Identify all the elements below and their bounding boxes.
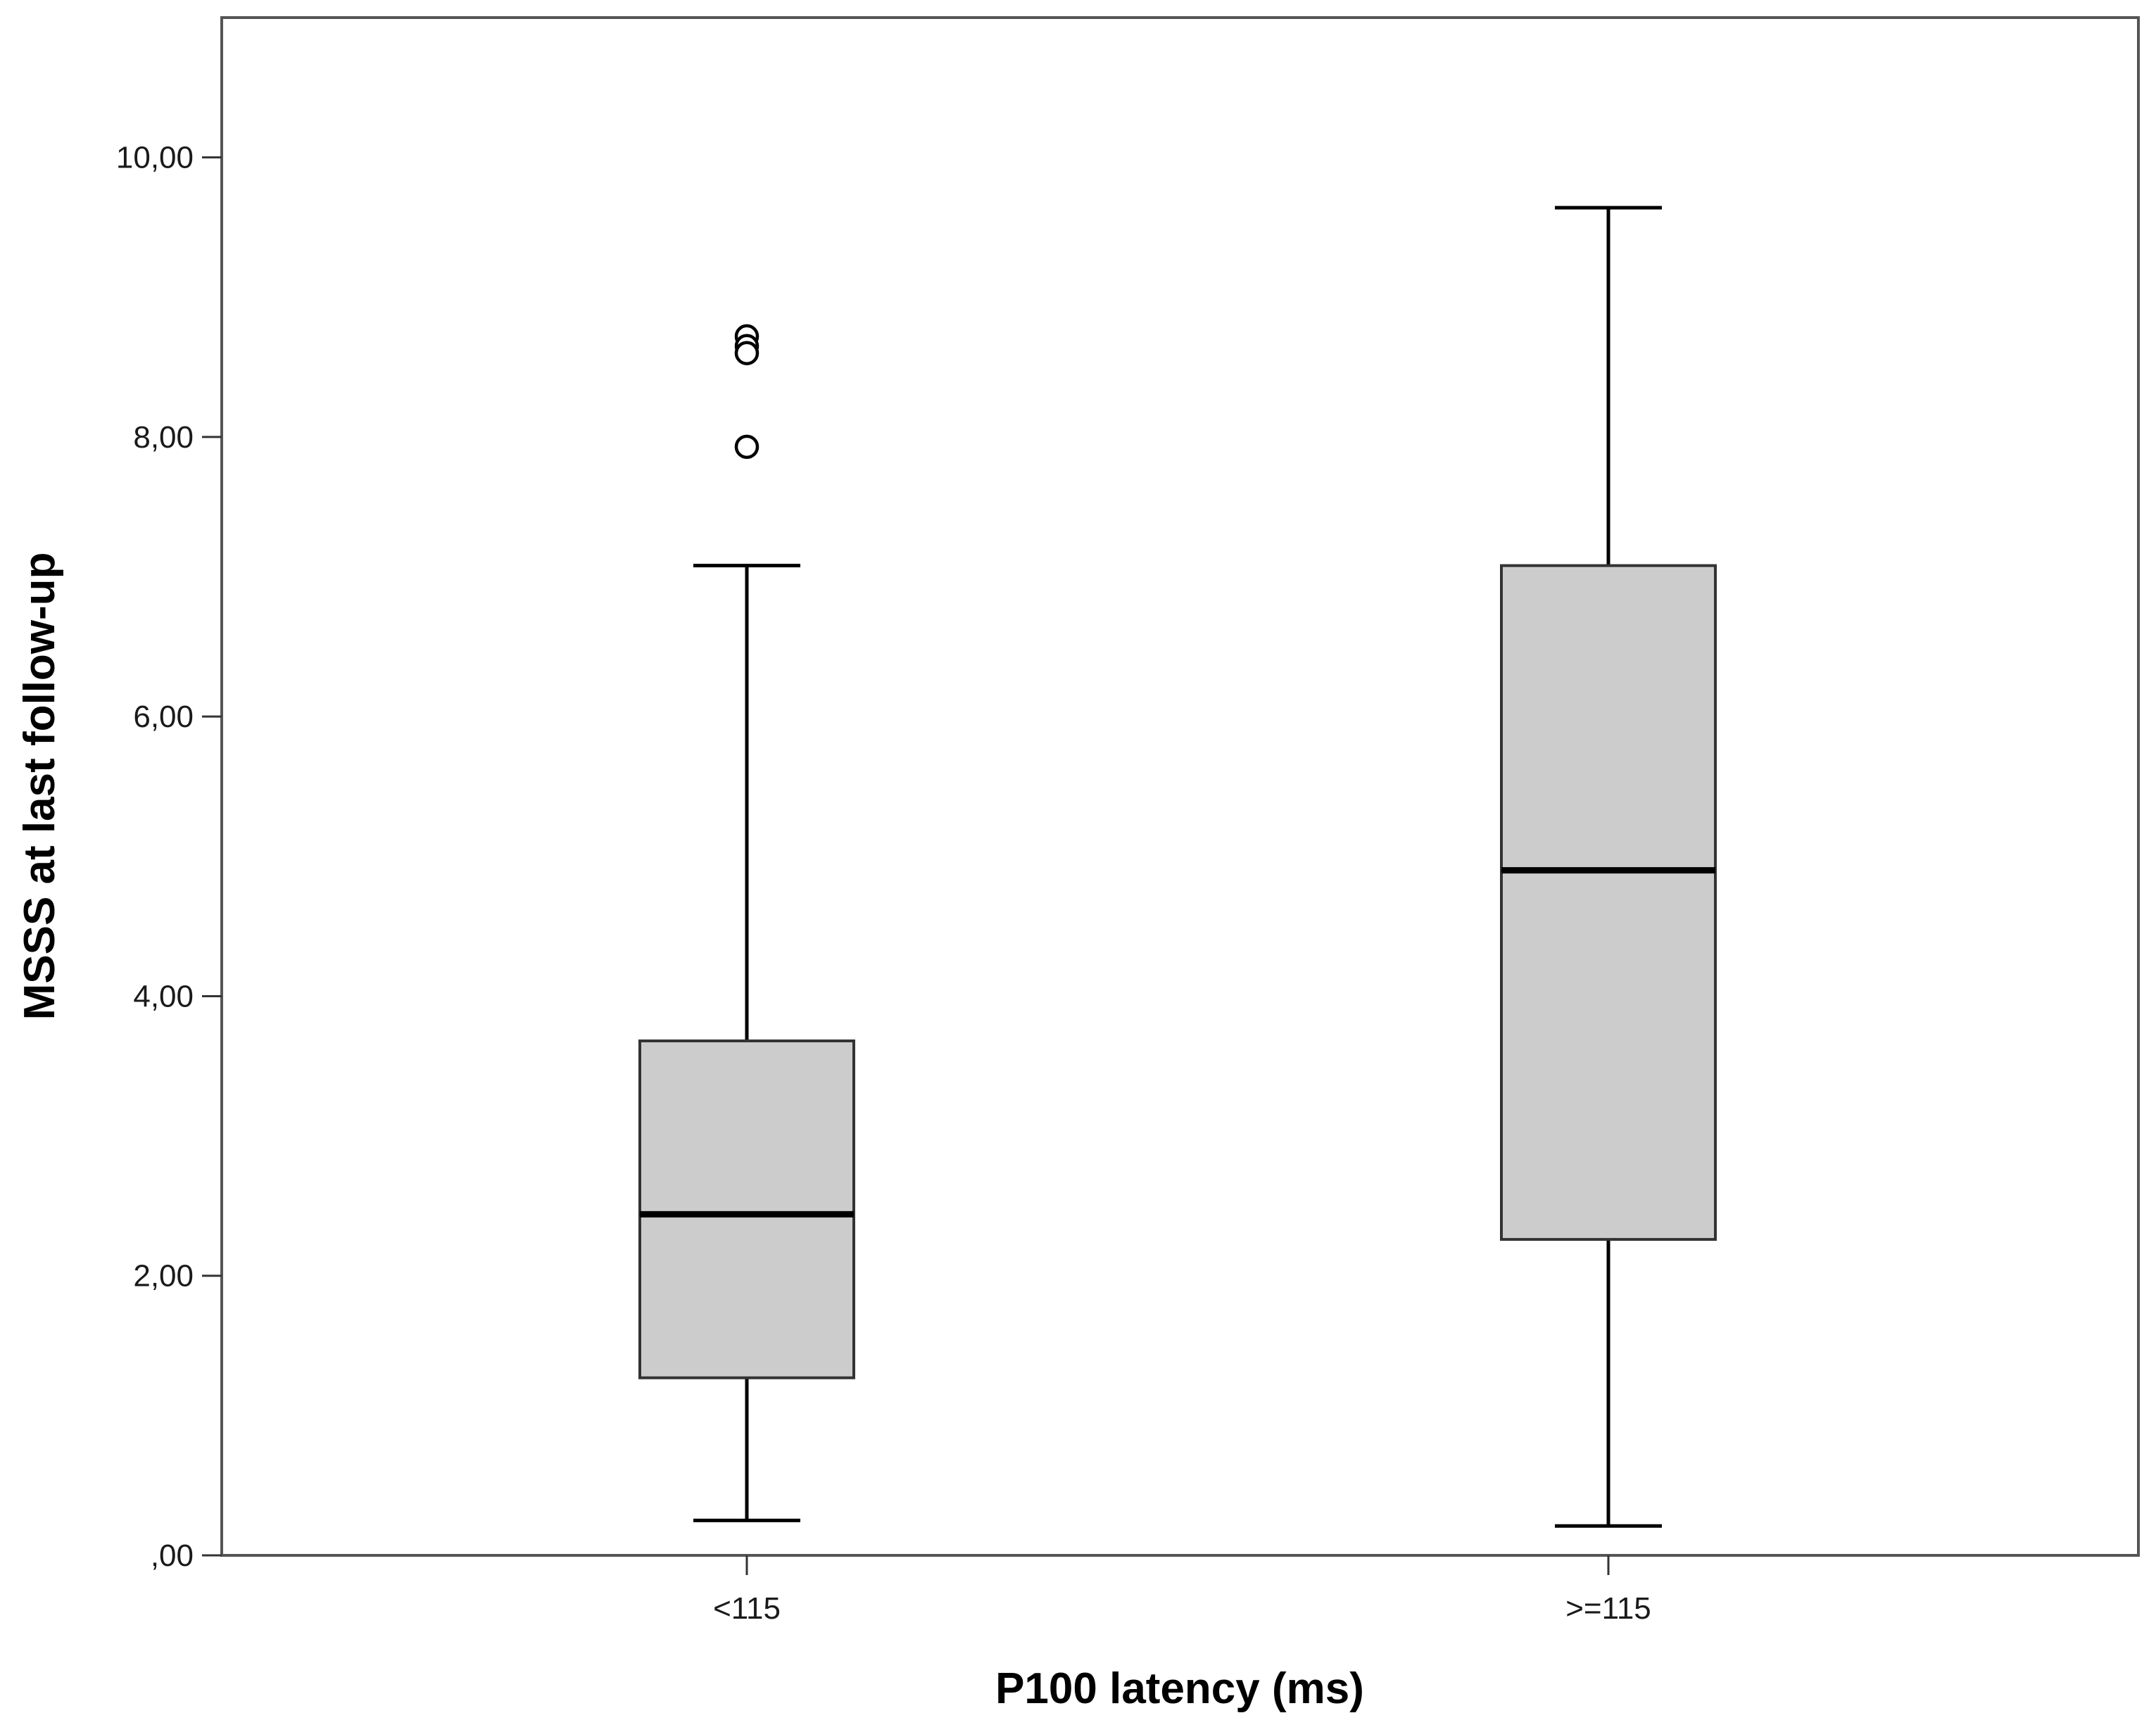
box-series [638,206,1717,1528]
plot-area [220,16,2140,1557]
y-tick-label: ,00 [151,1538,194,1573]
y-tick-label: 6,00 [133,700,194,734]
x-axis: <115 >=115 [713,1555,1651,1626]
iqr-box [1500,564,1717,1241]
y-tick-label: 4,00 [133,979,194,1013]
y-axis: ,00 2,00 4,00 6,00 8,00 10,00 [116,141,222,1573]
outlier-point [734,341,759,365]
x-axis-title: P100 latency (ms) [995,1664,1364,1713]
iqr-box [638,1039,855,1379]
y-axis-title: MSSS at last follow-up [15,552,64,1020]
y-tick-label: 2,00 [133,1259,194,1294]
y-tick-label: 10,00 [116,141,194,175]
box-2 [1500,206,1717,1528]
x-tick-label: <115 [713,1591,781,1626]
outlier-point [734,434,759,460]
y-tick-label: 8,00 [133,420,194,455]
box-1 [638,324,855,1522]
x-tick-label: >=115 [1565,1591,1651,1626]
